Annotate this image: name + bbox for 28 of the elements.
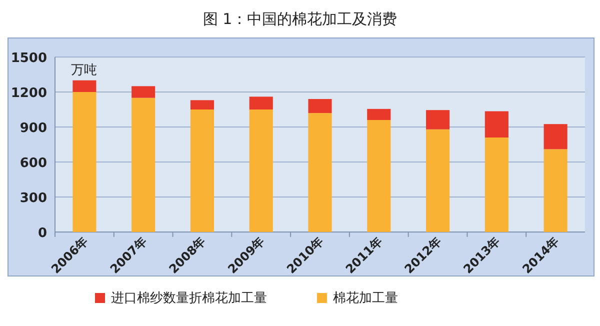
bar	[132, 98, 156, 232]
y-tick-label: 0	[38, 226, 47, 241]
bar	[308, 113, 332, 232]
y-tick-label: 300	[20, 191, 47, 206]
legend-label: 进口棉纱数量折棉花加工量	[111, 291, 267, 306]
bar	[190, 100, 214, 110]
bar	[190, 110, 214, 232]
y-tick-label: 1200	[10, 86, 47, 101]
y-tick-label: 900	[20, 121, 47, 136]
bar	[426, 129, 450, 232]
bar	[484, 111, 508, 138]
y-tick-label: 600	[20, 156, 47, 171]
bar	[544, 149, 568, 232]
chart-title: 图 1：中国的棉花加工及消费	[202, 10, 398, 28]
y-tick-label: 1500	[10, 51, 47, 66]
bar	[249, 110, 273, 232]
bar	[367, 120, 391, 232]
bar	[367, 108, 391, 120]
bar	[249, 96, 273, 110]
bar	[426, 110, 450, 130]
bar	[72, 92, 96, 232]
legend-label: 棉花加工量	[333, 291, 398, 306]
bar	[308, 99, 332, 113]
bar	[72, 80, 96, 92]
bar	[484, 138, 508, 232]
annotation: 万吨	[71, 63, 97, 78]
bar	[132, 86, 156, 98]
bar	[544, 124, 568, 150]
